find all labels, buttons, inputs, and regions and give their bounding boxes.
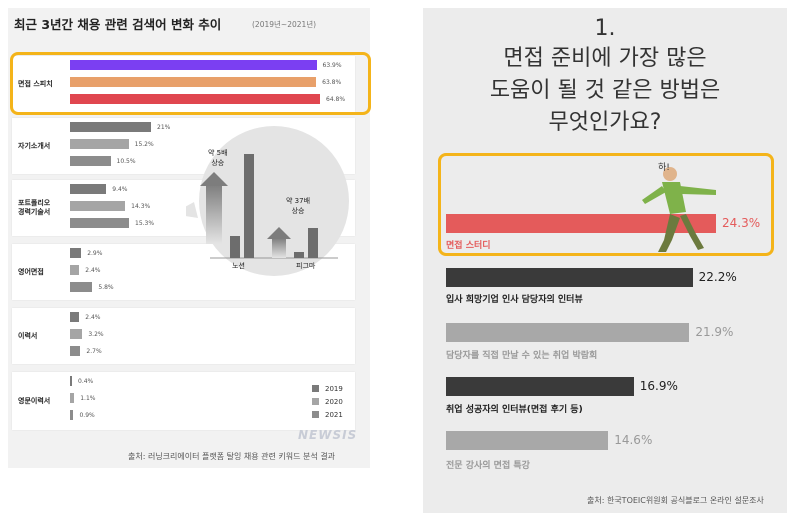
category-label: 담당자를 직접 만날 수 있는 취업 박람회 [446,351,598,361]
left-chart-subtitle: (2019년~2021년) [252,20,317,29]
callout-bar-figma-2021 [308,228,318,258]
bar-value-label: 14.6% [614,433,653,447]
callout-figma-label: 피그마 [296,262,316,270]
bar-value-label: 16.9% [639,379,678,393]
callout-bar-figma [294,252,304,258]
question-title-line: 무엇인가요? [548,110,662,135]
legend-item: 2020 [312,398,343,406]
bar-value-label: 24.3% [722,216,761,230]
category-card [12,372,355,430]
bar-value-label: 64.8% [326,96,346,103]
bar [70,410,74,420]
bar [70,139,129,149]
bar [70,156,111,166]
question-title-line: 도움이 될 것 같은 방법은 [489,78,721,103]
legend-item: 2021 [312,411,343,419]
bar [70,60,317,70]
question-title-line: 면접 준비에 가장 많은 [503,46,707,71]
bar-value-label: 2.9% [87,250,103,257]
category-label: 면접 스피치 [18,79,53,88]
callout-notion-note: 약 5배 상승 [208,149,228,167]
bar-value-label: 2.4% [85,267,101,274]
category-label: 취업 성공자의 인터뷰(면접 후기 등) [446,405,583,415]
category-label: 전문 강사의 면접 특강 [446,461,530,471]
bar [446,268,693,287]
bar [70,77,317,87]
category-label: 면접 스터디 [446,241,491,251]
bar-value-label: 2.4% [85,314,101,321]
bar [70,265,80,275]
category-label: 자기소개서 [18,141,51,150]
bar-value-label: 1.1% [80,395,96,402]
category-label: 이력서 [18,331,38,340]
question-title-line: 1. [594,16,616,41]
bar [70,329,83,339]
bar-value-label: 15.3% [135,220,155,227]
left-source-note: 출처: 러닝크리에이터 플랫폼 탈잉 채용 관련 키워드 분석 결과 [128,452,336,461]
bar-value-label: 63.9% [322,62,342,69]
bar [70,201,126,211]
right-highlight-frame [438,153,774,256]
bar-value-label: 21% [157,124,171,131]
bar-value-label: 9.4% [112,186,128,193]
category-card [12,308,355,364]
bar-value-label: 14.3% [131,203,151,210]
legend-swatch [312,385,319,392]
exclaim-text: 하! [658,163,670,173]
bar-value-label: 21.9% [695,325,734,339]
legend-label: 2021 [325,411,343,419]
left-highlight-frame [10,52,371,115]
bar [70,248,82,258]
bar [70,376,72,386]
category-label: 영어면접 [18,267,44,276]
bar [446,214,716,233]
category-label: 영문이력서 [18,396,51,405]
bar-value-label: 5.8% [98,284,114,291]
bar [70,393,75,403]
callout-notion-label: 노션 [232,262,245,270]
bar [70,312,80,322]
person-illustration [640,160,720,255]
callout-arrowhead-figma-icon [267,227,291,239]
callout-figma-note: 약 37배 상승 [286,197,311,215]
bar-value-label: 0.9% [79,412,95,419]
legend-swatch [312,398,319,405]
bar-value-label: 15.2% [134,141,154,148]
legend-label: 2019 [325,385,343,393]
bar [70,218,130,228]
bar-value-label: 3.2% [88,331,104,338]
category-label: 입사 희망기업 인사 담당자의 인터뷰 [446,295,583,305]
bar [70,184,107,194]
bar [70,346,81,356]
left-chart-title: 최근 3년간 채용 관련 검색어 변화 추이 [14,17,222,32]
callout-arrow-figma-icon [272,238,286,258]
legend-item: 2019 [312,385,343,393]
bar [70,122,152,132]
bar-value-label: 2.7% [86,348,102,355]
callout-bubble: 약 5배 상승 약 37배 상승 노션 피그마 [172,126,356,276]
bar-value-label: 10.5% [116,158,136,165]
callout-arrow-notion-icon [206,184,222,244]
category-label: 포트폴리오 경력기술서 [18,199,51,216]
legend-label: 2020 [325,398,343,406]
legend-swatch [312,411,319,418]
callout-bar-notion [230,236,240,258]
callout-bar-notion-2021 [244,154,254,258]
right-source-note: 출처: 한국TOEIC위원회 공식블로그 온라인 설문조사 [587,496,764,505]
bar-value-label: 63.8% [322,79,342,86]
bar [446,377,634,396]
bar-value-label: 0.4% [78,378,94,385]
callout-arrowhead-notion-icon [200,172,228,186]
bar [70,282,93,292]
bar [446,323,690,342]
right-infographic-panel [423,8,787,513]
bar [446,431,609,450]
bar [70,94,320,104]
newsis-watermark: NEWSIS [298,428,358,442]
bar-value-label: 22.2% [698,270,737,284]
